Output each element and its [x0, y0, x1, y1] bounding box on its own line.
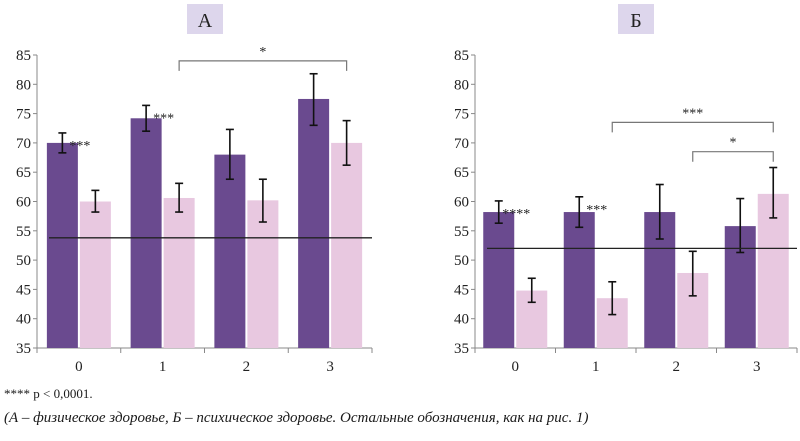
chart-title-badge — [618, 4, 654, 34]
y-tick-label: 35 — [16, 341, 31, 357]
figure-caption: (А – физическое здоровье, Б – психическо… — [4, 410, 589, 426]
x-tick-label: 0 — [75, 359, 83, 375]
y-tick-label: 40 — [454, 312, 469, 328]
bar-s1-c3 — [757, 193, 789, 348]
x-tick-label: 3 — [326, 359, 334, 375]
x-tick-label: 2 — [243, 359, 251, 375]
chart-title: А — [198, 10, 213, 32]
y-tick-label: 45 — [16, 282, 31, 298]
y-tick-label: 85 — [16, 48, 31, 64]
y-tick-label: 55 — [454, 224, 469, 240]
significance-label: *** — [586, 203, 607, 218]
y-tick-label: 80 — [16, 77, 31, 93]
significance-bracket — [692, 151, 774, 162]
significance-label: *** — [69, 139, 90, 154]
chart-title: Б — [630, 10, 641, 32]
y-tick-label: 85 — [454, 48, 469, 64]
significance-label: **** — [502, 207, 530, 222]
significance-bracket — [611, 121, 774, 133]
bar-s1-c1 — [163, 197, 195, 348]
footnote: **** p < 0,0001. — [4, 386, 93, 401]
y-tick-label: 55 — [16, 224, 31, 240]
bar-s0-c2 — [214, 154, 246, 348]
bar-s1-c3 — [331, 142, 363, 348]
bar-s0-c0 — [483, 212, 515, 348]
x-tick-label: 0 — [512, 359, 520, 375]
y-tick-label: 70 — [16, 136, 31, 152]
x-tick-label: 2 — [673, 359, 681, 375]
y-tick-label: 50 — [454, 253, 469, 269]
y-tick-label: 50 — [16, 253, 31, 269]
significance-bracket — [178, 60, 348, 71]
y-tick-label: 40 — [16, 312, 31, 328]
y-tick-label: 60 — [16, 195, 31, 211]
bracket-label: * — [259, 45, 266, 60]
bar-s1-c0 — [79, 201, 111, 348]
bar-s1-c2 — [247, 200, 279, 348]
x-tick-label: 1 — [159, 359, 167, 375]
x-tick-label: 1 — [592, 359, 600, 375]
significance-label: *** — [153, 111, 174, 126]
y-tick-label: 60 — [454, 195, 469, 211]
bracket-label: * — [730, 136, 737, 151]
y-tick-label: 80 — [454, 77, 469, 93]
y-tick-label: 35 — [454, 341, 469, 357]
x-tick-label: 3 — [753, 359, 761, 375]
bar-s0-c3 — [298, 98, 330, 348]
bracket-label: *** — [682, 106, 703, 121]
bar-s0-c1 — [563, 212, 595, 348]
chart-title-badge — [187, 4, 223, 34]
y-tick-label: 75 — [16, 107, 31, 123]
y-tick-label: 65 — [454, 165, 469, 181]
y-tick-label: 65 — [16, 165, 31, 181]
y-tick-label: 75 — [454, 107, 469, 123]
y-tick-label: 70 — [454, 136, 469, 152]
bar-s0-c0 — [46, 142, 78, 348]
y-tick-label: 45 — [454, 282, 469, 298]
bar-s0-c1 — [130, 118, 162, 349]
